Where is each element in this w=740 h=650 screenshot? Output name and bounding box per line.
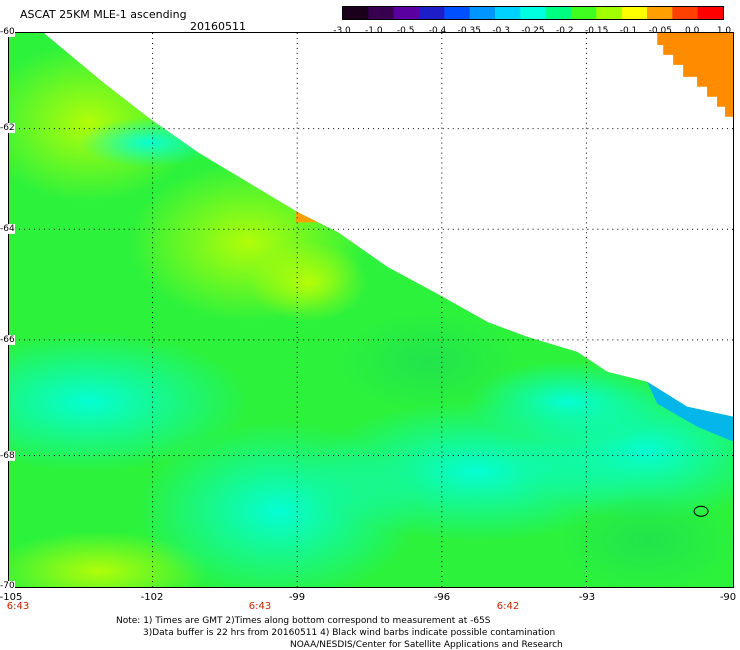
satellite-swath-map <box>8 32 734 588</box>
map-date: 20160511 <box>190 20 246 33</box>
color-scale-label: -0.05 <box>648 26 672 36</box>
time-label-2: 6:43 <box>248 601 272 612</box>
lon-label-93: -93 <box>578 592 596 603</box>
color-swatch <box>621 7 648 19</box>
lon-label-99: -99 <box>288 592 306 603</box>
lon-label-96: -96 <box>433 592 451 603</box>
lat-label-70: -70 <box>0 581 15 591</box>
color-scale-label: -0.15 <box>585 26 609 36</box>
color-scale-label: -0.2 <box>556 26 574 36</box>
color-scale-label: 0.0 <box>684 26 700 36</box>
color-scale-label: -3.0 <box>333 26 351 36</box>
color-swatch <box>444 7 471 19</box>
color-swatch <box>545 7 572 19</box>
note-line-2: 3)Data buffer is 22 hrs from 20160511 4)… <box>143 628 556 638</box>
color-swatch <box>343 7 369 19</box>
lat-label-64: -64 <box>0 224 15 234</box>
color-swatch <box>647 7 673 19</box>
color-swatch <box>672 7 699 19</box>
color-swatch <box>419 7 445 19</box>
land-ice-pixels <box>657 33 733 117</box>
lon-label-102: -102 <box>140 592 164 603</box>
lat-label-60: -60 <box>0 27 15 37</box>
color-swatch <box>520 7 547 19</box>
color-scale-bar <box>342 6 724 20</box>
lon-label-105: -105 <box>0 592 23 603</box>
color-scale-label: -0.1 <box>619 26 638 36</box>
color-swatch <box>697 7 723 19</box>
lat-label-66: -66 <box>0 335 15 345</box>
lon-label-90: -90 <box>719 592 737 603</box>
color-scale-label: -1.0 <box>365 26 383 36</box>
color-swatch <box>495 7 521 19</box>
color-scale-label: -0.3 <box>492 26 510 36</box>
lat-label-62: -62 <box>0 123 15 133</box>
lat-label-68: -68 <box>0 451 15 461</box>
color-swatch <box>469 7 496 19</box>
color-swatch <box>571 7 597 19</box>
time-label-3: 6:42 <box>496 601 520 612</box>
note-line-3: NOAA/NESDIS/Center for Satellite Applica… <box>290 640 563 650</box>
color-swatch <box>393 7 420 19</box>
color-swatch <box>368 7 395 19</box>
contamination-marker <box>693 505 709 517</box>
color-scale-label: -0.5 <box>396 26 415 36</box>
swath-field <box>9 33 733 587</box>
color-scale-label: 1.0 <box>716 26 732 36</box>
color-swatch <box>596 7 623 19</box>
map-title: ASCAT 25KM MLE-1 ascending <box>20 8 187 21</box>
color-scale-label: -0.4 <box>428 26 447 36</box>
time-label-1: 6:43 <box>6 601 30 612</box>
color-scale-label: -0.25 <box>521 26 545 36</box>
color-scale-label: -0.35 <box>457 26 481 36</box>
note-line-1: Note: 1) Times are GMT 2)Times along bot… <box>116 616 491 626</box>
